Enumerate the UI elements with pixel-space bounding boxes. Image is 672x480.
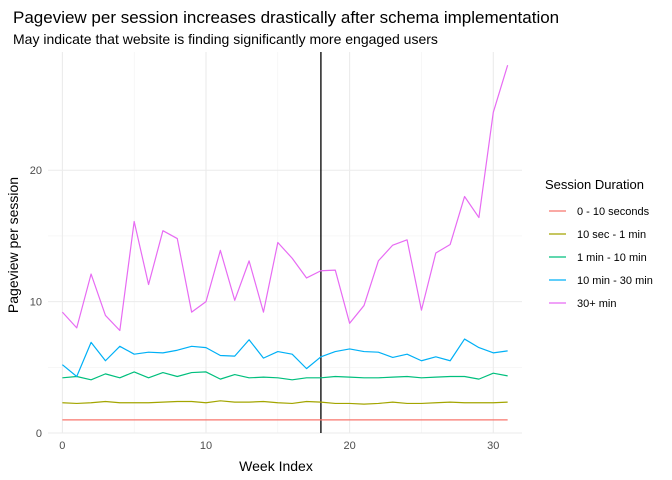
legend-label: 1 min - 10 min <box>577 252 647 264</box>
legend-label: 10 min - 30 min <box>577 275 653 287</box>
y-axis-title: Pageview per session <box>5 177 21 313</box>
grid <box>48 52 522 434</box>
legend: Session Duration 0 - 10 seconds 10 sec - … <box>545 177 653 310</box>
y-tick-label: 0 <box>36 428 42 440</box>
x-tick-label: 10 <box>200 440 212 452</box>
x-tick-label: 0 <box>59 440 65 452</box>
chart-title: Pageview per session increases drastical… <box>13 8 559 27</box>
y-tick-label: 20 <box>30 165 42 177</box>
x-tick-label: 20 <box>344 440 356 452</box>
legend-label: 10 sec - 1 min <box>577 229 646 241</box>
legend-label: 0 - 10 seconds <box>577 206 650 218</box>
x-tick-label: 30 <box>487 440 499 452</box>
series-line <box>61 338 508 378</box>
series-line <box>62 371 508 381</box>
series-line <box>61 64 509 332</box>
y-tick-label: 10 <box>30 297 42 309</box>
series-lines <box>61 64 509 421</box>
legend-title: Session Duration <box>545 177 644 192</box>
x-axis-title: Week Index <box>239 458 313 474</box>
chart-subtitle: May indicate that website is finding sig… <box>13 31 438 47</box>
legend-label: 30+ min <box>577 298 616 310</box>
axis-ticks: 0 10 20 30 0 10 20 <box>30 165 500 452</box>
series-line <box>62 400 508 405</box>
